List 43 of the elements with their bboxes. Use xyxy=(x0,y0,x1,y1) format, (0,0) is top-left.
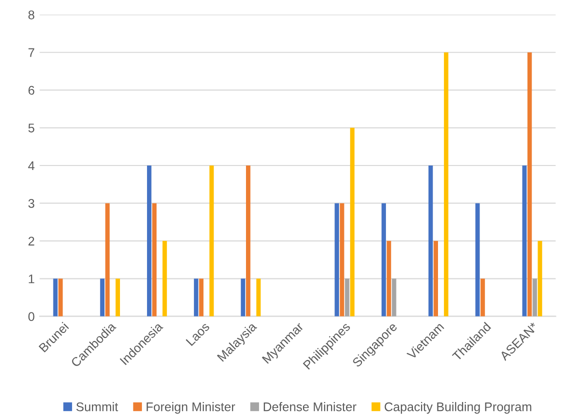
y-tick-label: 6 xyxy=(28,86,34,95)
y-tick-label: 8 xyxy=(28,10,34,20)
y-tick-label: 5 xyxy=(28,124,34,132)
bar xyxy=(382,203,386,316)
bar xyxy=(246,166,250,316)
bar xyxy=(522,166,527,316)
bar xyxy=(58,278,63,316)
bar xyxy=(209,166,214,316)
bar xyxy=(344,278,350,316)
legend-label: Summit xyxy=(76,402,118,412)
bar xyxy=(100,278,105,316)
bar xyxy=(53,278,58,316)
bar xyxy=(434,240,438,316)
bar xyxy=(334,203,340,316)
y-tick-label: 2 xyxy=(28,236,34,246)
bar xyxy=(147,166,152,316)
legend-label: Defense Minister xyxy=(264,402,356,412)
bar xyxy=(480,278,485,316)
bar xyxy=(105,203,110,316)
bar xyxy=(256,278,261,316)
bar xyxy=(538,240,542,316)
y-tick-label: 0 xyxy=(28,312,34,321)
bar xyxy=(428,166,433,316)
y-tick-label: 7 xyxy=(28,48,34,57)
y-tick-label: 1 xyxy=(28,274,34,284)
bar xyxy=(194,278,198,316)
bar xyxy=(152,203,157,316)
bar xyxy=(340,203,344,316)
bar xyxy=(527,52,532,316)
legend-label: Capacity Building Program xyxy=(384,402,532,414)
y-tick-label: 3 xyxy=(28,199,34,208)
bar xyxy=(240,278,246,316)
bar xyxy=(532,278,537,316)
bar xyxy=(386,240,392,316)
bar xyxy=(116,278,120,316)
bar xyxy=(162,240,167,316)
bar xyxy=(444,52,448,316)
y-tick-label: 4 xyxy=(28,161,34,170)
bar xyxy=(475,203,480,316)
bar xyxy=(199,278,204,316)
bar xyxy=(392,278,396,316)
legend-label: Foreign Minister xyxy=(146,402,236,414)
bar xyxy=(350,128,355,316)
